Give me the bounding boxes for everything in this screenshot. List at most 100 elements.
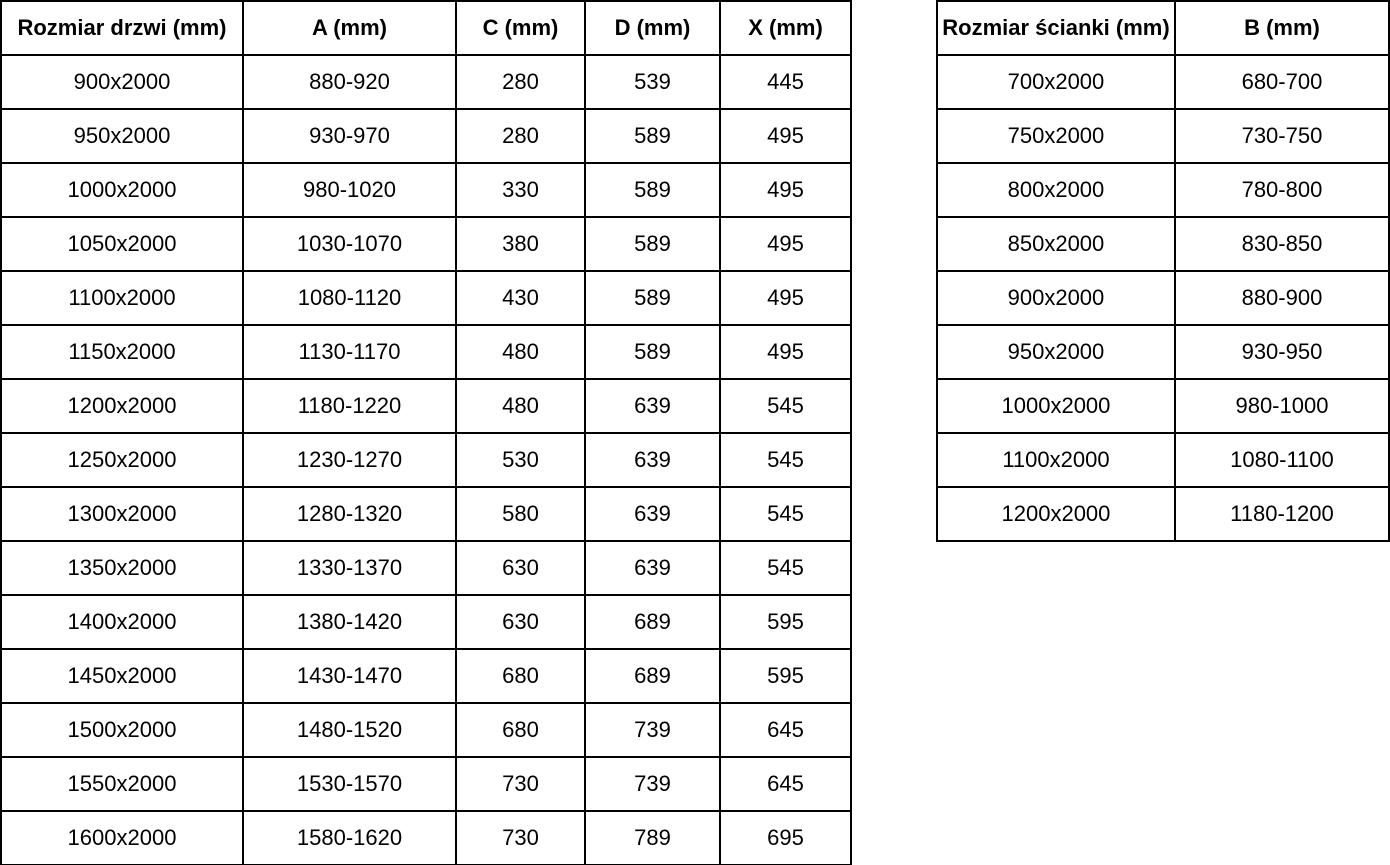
table-cell: 730 <box>455 810 586 865</box>
header-row: Rozmiar drzwi (mm) A (mm) C (mm) D (mm) X (m… <box>0 0 852 56</box>
table-row: 1500x2000 1480-1520 680 739 645 <box>0 702 852 758</box>
table-cell: 1100x2000 <box>936 432 1176 488</box>
table-cell: 1430-1470 <box>242 648 457 704</box>
table-cell: 789 <box>584 810 721 865</box>
table-cell: 930-970 <box>242 108 457 164</box>
table-row: 1000x2000 980-1000 <box>936 378 1390 434</box>
table-cell: 830-850 <box>1173 216 1390 272</box>
table-cell: 1080-1120 <box>242 270 457 326</box>
table-cell: 1300x2000 <box>0 486 244 542</box>
table-cell: 930-950 <box>1173 324 1390 380</box>
table-cell: 1350x2000 <box>0 540 244 596</box>
table-cell: 539 <box>584 54 721 110</box>
table-cell: 739 <box>584 756 721 812</box>
table-cell: 495 <box>719 324 852 380</box>
table-cell: 645 <box>719 756 852 812</box>
table-cell: 1380-1420 <box>242 594 457 650</box>
table-cell: 639 <box>584 378 721 434</box>
table-row: 900x2000 880-920 280 539 445 <box>0 54 852 110</box>
table-cell: 880-920 <box>242 54 457 110</box>
table-cell: 689 <box>584 648 721 704</box>
table-cell: 1400x2000 <box>0 594 244 650</box>
table-cell: 280 <box>455 54 586 110</box>
table-cell: 680 <box>455 648 586 704</box>
table-cell: 1480-1520 <box>242 702 457 758</box>
table-cell: 530 <box>455 432 586 488</box>
column-header: B (mm) <box>1173 0 1390 56</box>
table-cell: 800x2000 <box>936 162 1176 218</box>
table-cell: 580 <box>455 486 586 542</box>
table-cell: 595 <box>719 594 852 650</box>
table-cell: 639 <box>584 540 721 596</box>
table-cell: 380 <box>455 216 586 272</box>
table-cell: 850x2000 <box>936 216 1176 272</box>
wall-size-table: Rozmiar ścianki (mm) B (mm) 700x2000 680-70… <box>936 0 1390 542</box>
table-row: 1300x2000 1280-1320 580 639 545 <box>0 486 852 542</box>
table-cell: 1180-1220 <box>242 378 457 434</box>
table-cell: 950x2000 <box>936 324 1176 380</box>
table-cell: 445 <box>719 54 852 110</box>
table-cell: 1550x2000 <box>0 756 244 812</box>
table-row: 1550x2000 1530-1570 730 739 645 <box>0 756 852 812</box>
column-header: Rozmiar drzwi (mm) <box>0 0 244 56</box>
table-cell: 280 <box>455 108 586 164</box>
table-cell: 950x2000 <box>0 108 244 164</box>
table-row: 1250x2000 1230-1270 530 639 545 <box>0 432 852 488</box>
door-size-table: Rozmiar drzwi (mm) A (mm) C (mm) D (mm) X (m… <box>0 0 852 865</box>
table-cell: 680-700 <box>1173 54 1390 110</box>
table-cell: 700x2000 <box>936 54 1176 110</box>
column-header: D (mm) <box>584 0 721 56</box>
table-row: 1400x2000 1380-1420 630 689 595 <box>0 594 852 650</box>
table-cell: 1500x2000 <box>0 702 244 758</box>
table-cell: 480 <box>455 378 586 434</box>
table-cell: 589 <box>584 324 721 380</box>
table-row: 1150x2000 1130-1170 480 589 495 <box>0 324 852 380</box>
table-cell: 680 <box>455 702 586 758</box>
table-cell: 1200x2000 <box>936 486 1176 542</box>
table-row: 750x2000 730-750 <box>936 108 1390 164</box>
column-header: C (mm) <box>455 0 586 56</box>
column-header: Rozmiar ścianki (mm) <box>936 0 1176 56</box>
table-row: 950x2000 930-950 <box>936 324 1390 380</box>
table-cell: 1450x2000 <box>0 648 244 704</box>
table-cell: 730-750 <box>1173 108 1390 164</box>
table-row: 1450x2000 1430-1470 680 689 595 <box>0 648 852 704</box>
table-row: 850x2000 830-850 <box>936 216 1390 272</box>
table-cell: 689 <box>584 594 721 650</box>
column-header: A (mm) <box>242 0 457 56</box>
table-row: 1200x2000 1180-1200 <box>936 486 1390 542</box>
table-cell: 589 <box>584 162 721 218</box>
table-cell: 589 <box>584 216 721 272</box>
table-cell: 1100x2000 <box>0 270 244 326</box>
table-cell: 589 <box>584 270 721 326</box>
table-cell: 1530-1570 <box>242 756 457 812</box>
table-cell: 545 <box>719 432 852 488</box>
table-cell: 780-800 <box>1173 162 1390 218</box>
table-row: 1200x2000 1180-1220 480 639 545 <box>0 378 852 434</box>
table-cell: 1580-1620 <box>242 810 457 865</box>
table-cell: 1000x2000 <box>0 162 244 218</box>
table-cell: 645 <box>719 702 852 758</box>
table-cell: 1050x2000 <box>0 216 244 272</box>
table-cell: 750x2000 <box>936 108 1176 164</box>
table-cell: 1230-1270 <box>242 432 457 488</box>
table-cell: 639 <box>584 432 721 488</box>
table-cell: 1600x2000 <box>0 810 244 865</box>
table-cell: 545 <box>719 486 852 542</box>
table-row: 1050x2000 1030-1070 380 589 495 <box>0 216 852 272</box>
table-cell: 495 <box>719 162 852 218</box>
table-cell: 1280-1320 <box>242 486 457 542</box>
table-cell: 1130-1170 <box>242 324 457 380</box>
table-row: 1100x2000 1080-1120 430 589 495 <box>0 270 852 326</box>
table-cell: 1080-1100 <box>1173 432 1390 488</box>
table-row: 950x2000 930-970 280 589 495 <box>0 108 852 164</box>
header-row: Rozmiar ścianki (mm) B (mm) <box>936 0 1390 56</box>
table-cell: 330 <box>455 162 586 218</box>
table-cell: 900x2000 <box>936 270 1176 326</box>
table-cell: 1250x2000 <box>0 432 244 488</box>
table-row: 1600x2000 1580-1620 730 789 695 <box>0 810 852 865</box>
table-cell: 1150x2000 <box>0 324 244 380</box>
table-cell: 630 <box>455 594 586 650</box>
table-cell: 900x2000 <box>0 54 244 110</box>
